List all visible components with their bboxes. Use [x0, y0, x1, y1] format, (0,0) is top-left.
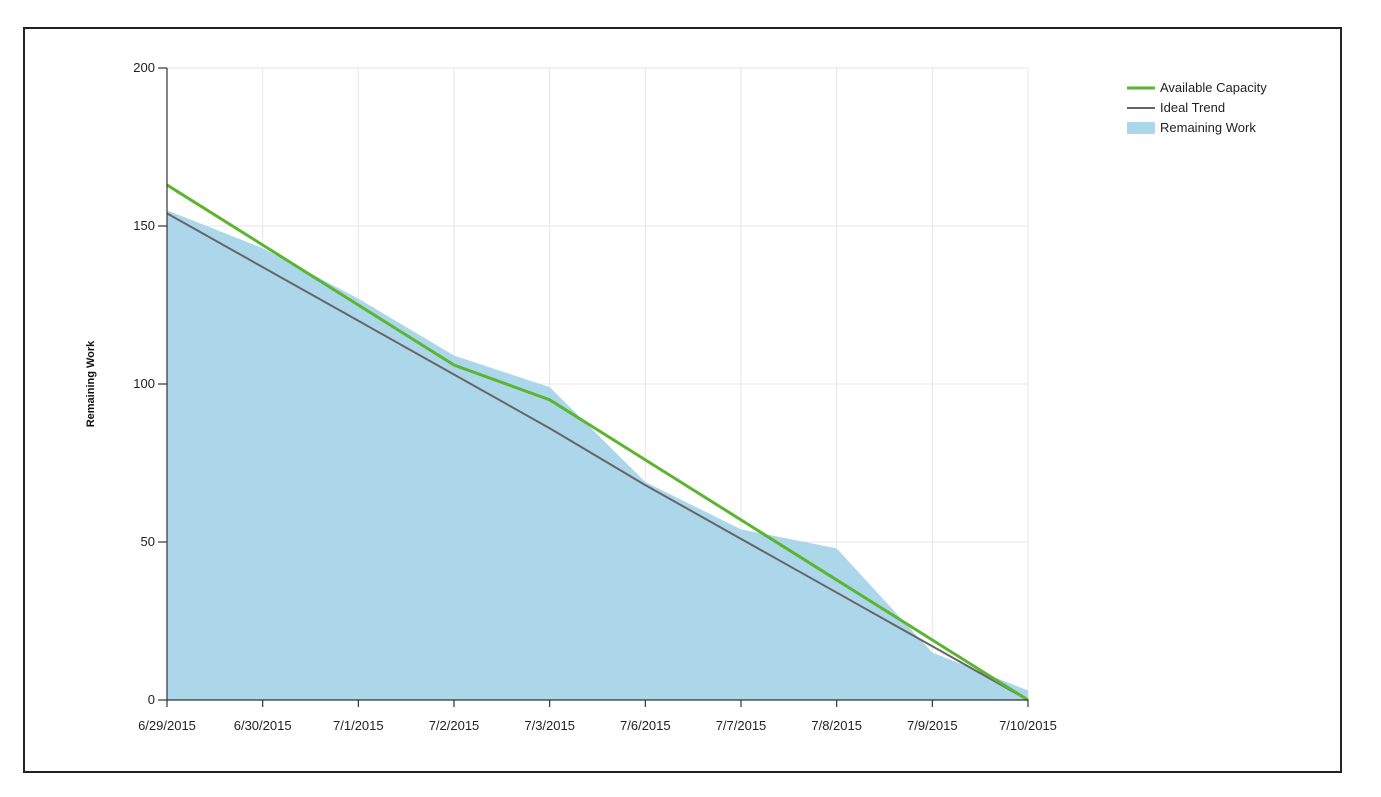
- remaining-work-area: [167, 210, 1028, 700]
- x-tick-label: 7/3/2015: [524, 718, 575, 733]
- y-tick-label: 100: [133, 376, 155, 391]
- available-capacity-line: [166, 183, 1029, 702]
- x-tick-label: 7/1/2015: [333, 718, 384, 733]
- legend-label: Remaining Work: [1160, 120, 1256, 135]
- x-tick-label: 7/9/2015: [907, 718, 958, 733]
- legend-item-available-capacity: Available Capacity: [1127, 80, 1267, 95]
- x-tick-label: 7/8/2015: [811, 718, 862, 733]
- axes-layer: 0 50 100 150 200 6/29/2015 6/30/2015 7/1/2015 7/…: [133, 60, 1057, 733]
- x-tick-label: 7/6/2015: [620, 718, 671, 733]
- legend-swatch: [1127, 122, 1155, 134]
- legend-label: Available Capacity: [1160, 80, 1267, 95]
- y-tick-label: 0: [148, 692, 155, 707]
- ideal-trend-line: [166, 212, 1029, 701]
- legend-item-remaining-work: Remaining Work: [1127, 120, 1256, 135]
- y-tick-label: 200: [133, 60, 155, 75]
- x-tick-label: 7/10/2015: [999, 718, 1057, 733]
- legend-label: Ideal Trend: [1160, 100, 1225, 115]
- legend: Available Capacity Ideal Trend Remaining W…: [1127, 80, 1267, 135]
- x-tick-label: 7/7/2015: [716, 718, 767, 733]
- x-tick-label: 6/29/2015: [138, 718, 196, 733]
- y-tick-label: 150: [133, 218, 155, 233]
- series-layer: [166, 183, 1029, 702]
- x-tick-label: 7/2/2015: [429, 718, 480, 733]
- legend-item-ideal-trend: Ideal Trend: [1127, 100, 1225, 115]
- y-tick-label: 50: [141, 534, 155, 549]
- y-axis-title: Remaining Work: [85, 340, 97, 427]
- x-tick-label: 6/30/2015: [234, 718, 292, 733]
